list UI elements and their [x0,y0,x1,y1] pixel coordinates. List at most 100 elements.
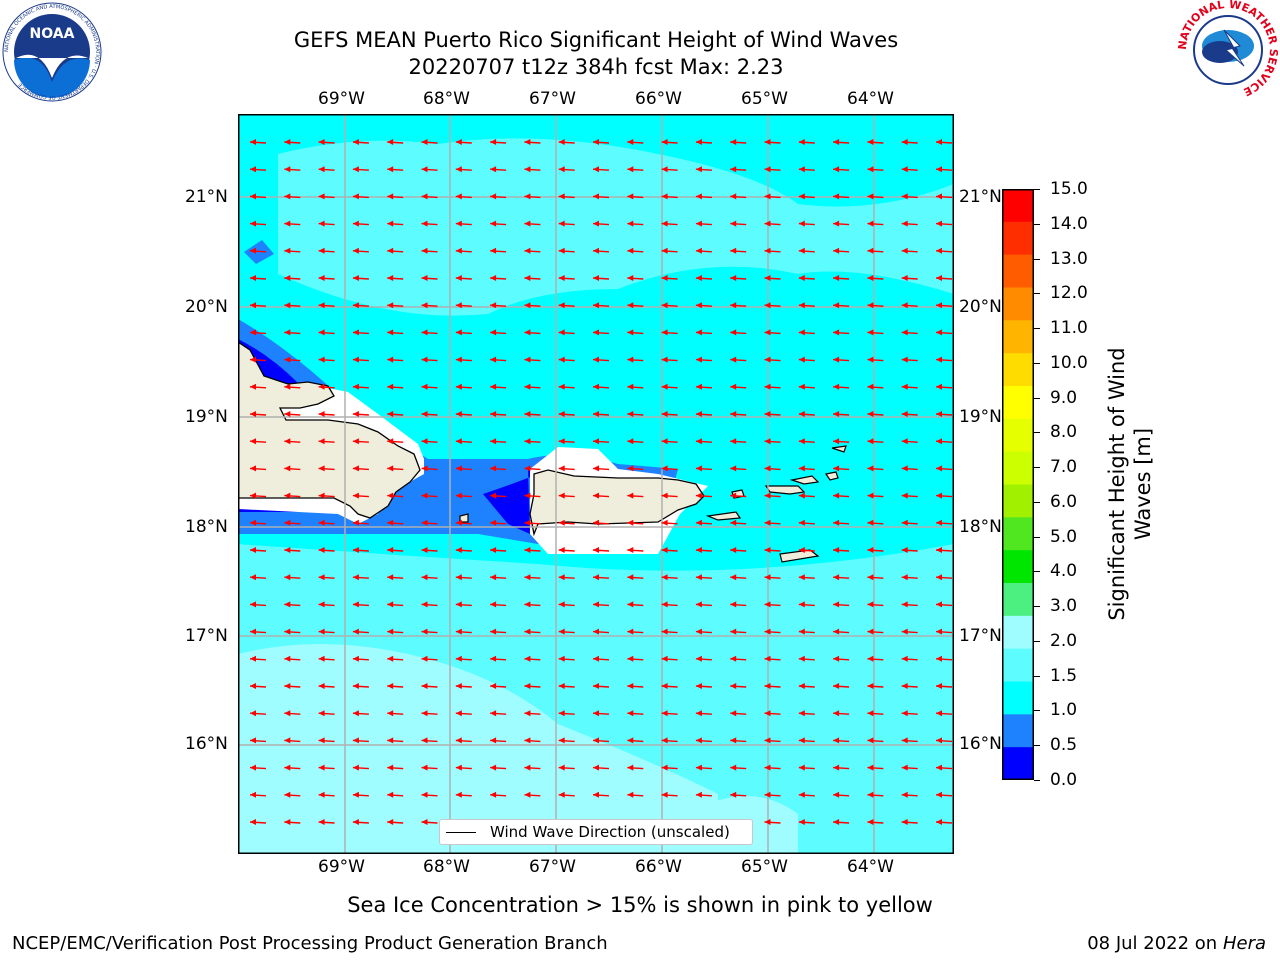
wind-wave-arrow [592,519,610,526]
wind-wave-arrow [627,547,644,553]
wind-wave-arrow [352,574,369,581]
colorbar-segment [1002,353,1034,387]
wind-wave-arrow [455,139,472,145]
wind-wave-arrow [318,329,335,336]
wind-wave-arrow [661,628,678,635]
wind-wave-arrow [558,275,575,281]
colorbar-segment [1002,681,1034,715]
wind-wave-arrow [695,411,712,417]
wind-wave-arrow [867,438,884,445]
wind-wave-arrow [867,166,884,173]
wind-wave-arrow [661,683,678,689]
wind-wave-arrow [798,411,815,417]
footer-left: NCEP/EMC/Verification Post Processing Pr… [12,933,608,954]
wind-wave-arrow [387,737,404,744]
wind-wave-arrow [421,302,438,309]
wind-wave-arrow [490,275,507,281]
wind-wave-arrow [318,628,335,635]
wind-wave-arrow [592,139,610,145]
wind-wave-arrow [592,438,610,445]
wind-wave-arrow [558,628,575,635]
wind-wave-arrow [524,737,541,744]
wind-wave-arrow [833,247,850,254]
wind-wave-arrow [833,655,850,662]
wind-wave-arrow [661,329,678,336]
wind-wave-arrow [455,166,472,173]
wind-wave-arrow [935,574,953,581]
wind-wave-arrow [592,247,610,254]
lon-label-top-64w: 64°W [847,89,894,109]
wind-wave-arrow [627,574,644,581]
wind-wave-arrow [661,411,678,417]
wind-wave-arrow [558,438,575,445]
lon-label-bottom-67w: 67°W [529,857,576,877]
wind-wave-arrow [284,655,301,662]
wind-wave-arrow [421,574,438,581]
wind-wave-arrow [627,411,644,417]
colorbar-segment [1002,254,1034,288]
wind-wave-arrow [524,383,541,390]
wind-wave-arrow [730,791,747,798]
wind-wave-arrow [730,710,747,717]
wind-wave-arrow [627,275,644,281]
wind-wave-arrow [455,628,472,635]
wind-wave-arrow [249,193,267,200]
wind-wave-arrow [867,220,884,227]
wind-wave-arrow [558,329,575,336]
wind-wave-arrow [730,601,747,608]
wind-wave-arrow [490,329,507,336]
wind-wave-arrow [318,139,335,145]
wind-wave-arrow [558,166,575,173]
wind-wave-arrow [901,574,918,581]
wind-wave-arrow [764,383,781,390]
wind-wave-arrow [627,683,644,689]
wind-wave-arrow [524,139,541,145]
wind-wave-arrow [764,574,781,581]
wind-wave-arrow [592,737,610,744]
colorbar-tick-label: 13.0 [1050,248,1088,269]
wind-wave-arrow [764,302,781,309]
wind-wave-arrow [352,655,369,662]
wind-wave-arrow [730,302,747,309]
wind-wave-arrow [387,574,404,581]
wind-wave-arrow [935,302,953,309]
wind-wave-arrow [524,411,541,417]
lat-label-right-16n: 16°N [959,734,1002,754]
wind-wave-arrow [387,628,404,635]
lat-label-right-17n: 17°N [959,626,1002,646]
wind-wave-arrow [661,547,678,553]
wind-wave-arrow [730,193,747,200]
wind-wave-arrow [627,791,644,798]
wind-wave-arrow [901,193,918,200]
wind-wave-arrow [387,519,404,526]
wind-wave-arrow [764,356,781,363]
wind-wave-arrow [524,220,541,227]
wind-wave-arrow [249,764,267,771]
wind-wave-arrow [661,655,678,662]
wind-wave-arrow [901,383,918,390]
wind-wave-arrow [798,791,815,798]
wind-wave-arrow [421,764,438,771]
wind-wave-arrow [352,819,369,825]
wind-wave-arrow [558,574,575,581]
wind-wave-arrow [387,492,404,499]
wind-wave-arrow [627,139,644,145]
wind-wave-arrow [833,764,850,771]
colorbar-segment [1002,418,1034,453]
wind-wave-arrow [455,601,472,608]
wind-wave-arrow [352,601,369,608]
wind-wave-arrow [764,737,781,744]
wind-wave-arrow [730,683,747,689]
wind-wave-arrow [867,547,884,553]
wind-wave-arrow [764,764,781,771]
wind-wave-arrow [421,519,438,526]
wind-wave-arrow [284,166,301,173]
wind-wave-arrow [284,574,301,581]
wind-wave-arrow [421,247,438,254]
wind-wave-arrow [387,655,404,662]
lon-label-bottom-65w: 65°W [741,857,788,877]
wind-wave-arrow [901,356,918,363]
wind-wave-arrow [455,710,472,717]
wind-wave-arrow [695,492,712,499]
wind-wave-arrow [833,710,850,717]
